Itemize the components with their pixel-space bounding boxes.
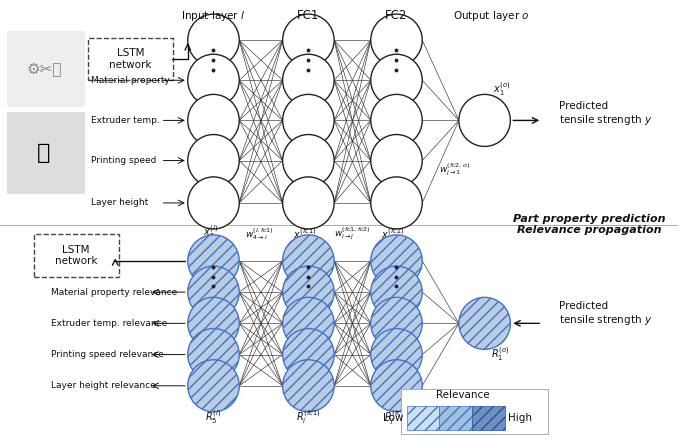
Text: ⚙✂🔩: ⚙✂🔩 [26,62,62,77]
FancyBboxPatch shape [34,234,119,277]
Ellipse shape [371,54,422,106]
Text: LSTM
network: LSTM network [109,48,151,70]
Text: Layer height: Layer height [92,198,149,207]
Bar [472,406,505,430]
Bar [439,406,472,430]
Ellipse shape [459,297,510,349]
Ellipse shape [371,135,422,186]
FancyBboxPatch shape [88,38,173,80]
Text: FC1: FC1 [297,9,320,22]
Ellipse shape [283,360,334,412]
Ellipse shape [283,266,334,318]
Ellipse shape [283,135,334,186]
Text: Material property: Material property [92,76,171,85]
Ellipse shape [371,235,422,287]
Ellipse shape [371,266,422,318]
Text: Low: Low [383,413,403,423]
Text: FC2: FC2 [385,9,408,22]
Text: $x_5^{(l)}$: $x_5^{(l)}$ [203,223,218,241]
Ellipse shape [188,177,239,229]
Ellipse shape [188,54,239,106]
Text: LSTM
network: LSTM network [55,244,97,266]
Text: Output layer $o$: Output layer $o$ [453,8,530,23]
Text: 🖨️: 🖨️ [38,143,51,163]
Ellipse shape [371,14,422,66]
Text: $w_{j\rightarrow 1}^{(fc2,o)}$: $w_{j\rightarrow 1}^{(fc2,o)}$ [438,161,470,178]
Ellipse shape [283,95,334,146]
Text: $x_1^{(o)}$: $x_1^{(o)}$ [493,80,510,98]
Text: Layer height relevance: Layer height relevance [51,381,155,390]
Text: Predicted
tensile strength $y$: Predicted tensile strength $y$ [559,101,653,127]
Text: High: High [508,413,532,423]
Text: Extruder temp.: Extruder temp. [92,116,160,125]
Bar [407,406,439,430]
Text: $R_i^{(fc1)}$: $R_i^{(fc1)}$ [296,408,321,426]
Text: $w_{4\rightarrow i}^{(l,fc1)}$: $w_{4\rightarrow i}^{(l,fc1)}$ [245,226,274,242]
Text: Input layer $l$: Input layer $l$ [182,8,246,23]
Ellipse shape [188,360,239,412]
Text: Relevance propagation: Relevance propagation [517,225,662,235]
Ellipse shape [188,266,239,318]
Ellipse shape [371,329,422,380]
Text: Relevance: Relevance [436,390,489,400]
Text: $x_j^{(fc2)}$: $x_j^{(fc2)}$ [382,226,405,244]
Ellipse shape [188,329,239,380]
Ellipse shape [188,95,239,146]
Ellipse shape [188,297,239,349]
Ellipse shape [283,235,334,287]
Text: $R_1^{(o)}$: $R_1^{(o)}$ [491,346,510,363]
Ellipse shape [283,297,334,349]
Text: $R_5^{(l)}$: $R_5^{(l)}$ [206,408,221,426]
Text: Printing speed relevance: Printing speed relevance [51,350,164,359]
Bar [7,31,85,107]
Ellipse shape [188,14,239,66]
Text: Part property prediction: Part property prediction [513,214,666,223]
Ellipse shape [459,95,510,146]
Ellipse shape [371,360,422,412]
Text: Predicted
tensile strength $y$: Predicted tensile strength $y$ [559,301,653,327]
Ellipse shape [283,329,334,380]
Text: Printing speed: Printing speed [92,156,157,165]
Ellipse shape [371,95,422,146]
Ellipse shape [283,14,334,66]
Ellipse shape [188,135,239,186]
Ellipse shape [188,235,239,287]
Text: Material property relevance: Material property relevance [51,288,177,297]
Ellipse shape [371,177,422,229]
Text: $x_i^{(fc1)}$: $x_i^{(fc1)}$ [293,226,317,244]
Ellipse shape [283,54,334,106]
Bar [7,112,85,194]
Text: Extruder temp. relevance: Extruder temp. relevance [51,319,167,328]
Ellipse shape [371,297,422,349]
Text: $w_{i\rightarrow j}^{(fc1,fc2)}$: $w_{i\rightarrow j}^{(fc1,fc2)}$ [334,226,371,242]
Ellipse shape [283,177,334,229]
Text: $R_j^{(fc2)}$: $R_j^{(fc2)}$ [384,408,409,426]
FancyBboxPatch shape [401,389,547,434]
